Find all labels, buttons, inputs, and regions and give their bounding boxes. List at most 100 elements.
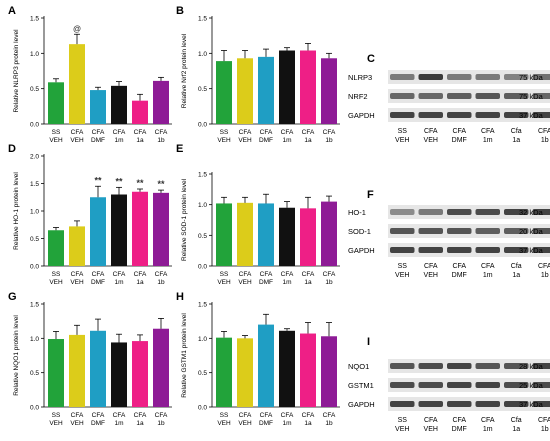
bar: [279, 50, 295, 124]
lane-label: VEH: [424, 426, 438, 433]
bar: [258, 324, 274, 407]
x-tick-label: CFA: [92, 412, 105, 419]
blot-band: [504, 401, 529, 407]
blot-band: [475, 209, 500, 215]
y-tick-label: 1.0: [198, 202, 207, 209]
y-tick-label: 0.5: [30, 236, 39, 243]
x-tick-label: CFA: [92, 129, 105, 136]
blot-band: [475, 74, 500, 80]
blot-band: [532, 74, 550, 80]
bar: [69, 226, 85, 266]
bar: [69, 334, 85, 407]
protein-label: NRF2: [348, 92, 368, 101]
chart-panel-b: B 0.0 0.5 1.0 1.5 Relative Nrf2 protein level…: [176, 5, 340, 144]
x-tick-label: DMF: [91, 279, 105, 286]
protein-label: GSTM1: [348, 381, 374, 390]
y-tick-label: 0.5: [198, 370, 207, 377]
blot-band: [475, 363, 500, 369]
y-tick-label: 0.0: [198, 405, 207, 412]
x-tick-label: VEH: [217, 420, 231, 427]
lane-label: 1a: [512, 426, 520, 433]
blot-band: [447, 112, 472, 118]
bar: [111, 194, 127, 266]
blot-band: [532, 112, 550, 118]
bar: [111, 85, 127, 124]
blot-band: [504, 382, 529, 388]
x-tick-label: 1m: [114, 137, 123, 144]
y-tick-label: 0.5: [198, 86, 207, 93]
blot-panel-f: FHO-1 32 kDa SOD-1 20 kDa GAPDH 37 kDa SS VEH CF…: [348, 189, 550, 279]
blot-band: [475, 247, 500, 253]
bar: [321, 58, 337, 124]
x-tick-label: CFA: [134, 129, 147, 136]
lane-label: CFA: [538, 263, 550, 270]
lane-label: 1m: [483, 426, 493, 433]
blot-band: [390, 228, 415, 234]
blot-band: [418, 93, 443, 99]
protein-label: GAPDH: [348, 246, 375, 255]
y-axis-label: Relative GSTM1 protein level: [181, 313, 188, 398]
x-tick-label: CFA: [71, 271, 84, 278]
x-tick-label: CFA: [71, 129, 84, 136]
y-axis-label: Relative NLRP3 protein level: [13, 29, 20, 113]
protein-label: NQO1: [348, 362, 369, 371]
blot-panel-c: C NLRP3 75 kDa NRF2 75 kDa GAPDH 37 kDa SS VEH CF…: [348, 53, 550, 144]
blot-band: [447, 209, 472, 215]
x-tick-label: VEH: [70, 137, 84, 144]
x-tick-label: VEH: [70, 279, 84, 286]
blot-band: [447, 247, 472, 253]
x-tick-label: CFA: [260, 271, 273, 278]
significance-mark: **: [136, 178, 144, 188]
y-tick-label: 0.0: [198, 264, 207, 271]
bar: [237, 338, 253, 407]
y-tick-label: 1.5: [30, 181, 39, 188]
x-tick-label: 1a: [304, 279, 312, 286]
blot-band: [504, 247, 529, 253]
kda-label: 37 kDa: [519, 111, 544, 120]
bar: [279, 207, 295, 266]
x-tick-label: 1b: [157, 279, 165, 286]
blot-band: [504, 93, 529, 99]
x-tick-label: 1a: [304, 420, 312, 427]
x-tick-label: CFA: [239, 271, 252, 278]
blot-band: [532, 209, 550, 215]
x-tick-label: CFA: [260, 129, 273, 136]
y-axis-label: Relative HO-1 protein level: [13, 172, 20, 250]
bar: [279, 330, 295, 407]
y-axis-label: Relative Nrf2 protein level: [181, 33, 188, 108]
panel-letter: D: [8, 143, 16, 155]
blot-band: [532, 382, 550, 388]
bar: [300, 50, 316, 124]
x-tick-label: SS: [52, 129, 61, 136]
blot-band: [418, 209, 443, 215]
x-tick-label: DMF: [91, 137, 105, 144]
lane-label: 1b: [541, 426, 549, 433]
x-tick-label: CFA: [323, 271, 336, 278]
blot-band: [447, 228, 472, 234]
x-tick-label: CFA: [134, 271, 147, 278]
x-tick-label: CFA: [281, 412, 294, 419]
x-tick-label: CFA: [113, 412, 126, 419]
kda-label: 37 kDa: [519, 400, 544, 409]
bar: [90, 197, 106, 266]
y-tick-label: 0.0: [30, 122, 39, 129]
lane-label: Cfa: [511, 417, 522, 424]
lane-label: 1b: [541, 137, 549, 144]
blot-band: [390, 74, 415, 80]
blot-band: [418, 401, 443, 407]
kda-label: 28 kDa: [519, 362, 544, 371]
blot-band: [504, 363, 529, 369]
lane-label: 1a: [512, 272, 520, 279]
x-tick-label: VEH: [49, 420, 63, 427]
protein-label: SOD-1: [348, 227, 371, 236]
x-tick-label: VEH: [49, 137, 63, 144]
x-tick-label: 1a: [136, 137, 144, 144]
x-tick-label: CFA: [155, 412, 168, 419]
lane-label: 1b: [541, 272, 549, 279]
x-tick-label: 1m: [282, 279, 291, 286]
y-tick-label: 1.0: [30, 209, 39, 216]
lane-label: VEH: [424, 272, 438, 279]
blot-band: [418, 382, 443, 388]
y-tick-label: 0.0: [198, 122, 207, 129]
blot-band: [390, 363, 415, 369]
